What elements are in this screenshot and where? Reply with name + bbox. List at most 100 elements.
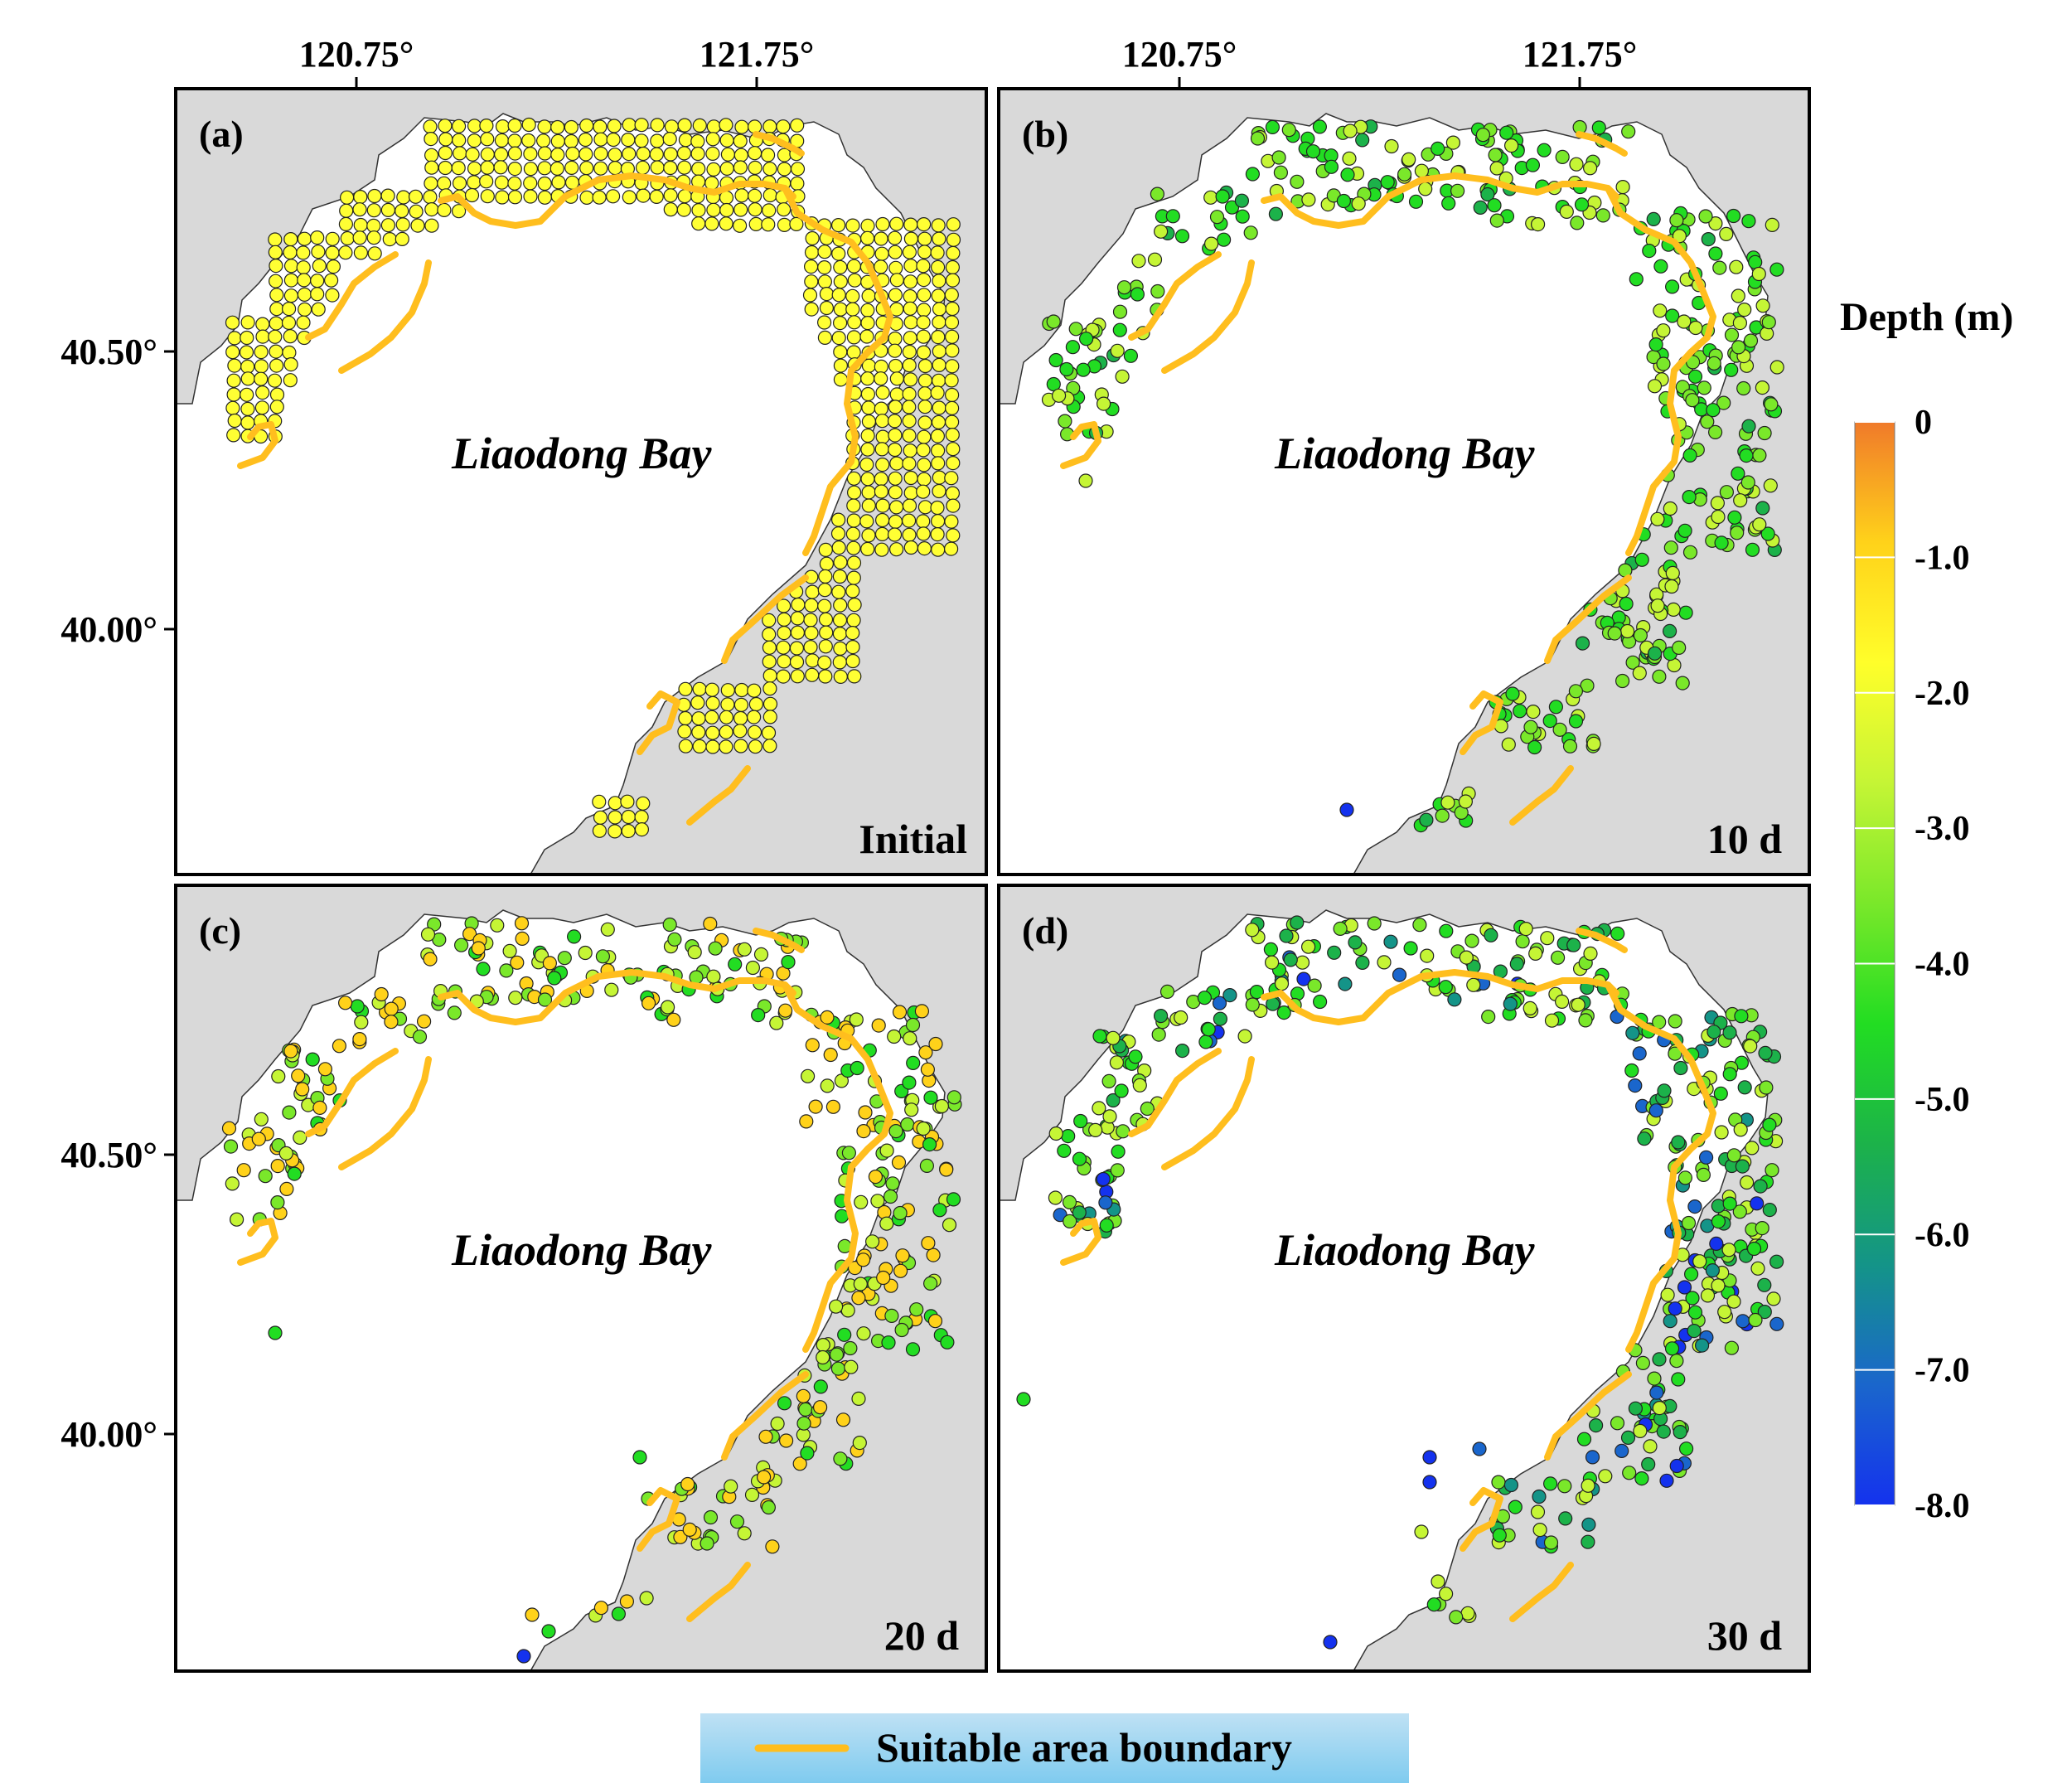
particle [550, 119, 565, 135]
particle [917, 358, 933, 374]
particle [719, 133, 734, 148]
particle [1525, 157, 1541, 172]
particle [761, 1500, 777, 1515]
particle [479, 174, 494, 189]
particle [1745, 542, 1760, 557]
particle [868, 1170, 884, 1185]
particle [255, 385, 270, 400]
particle [776, 669, 791, 684]
particle [1355, 955, 1370, 971]
particle [1324, 159, 1339, 174]
particle [622, 146, 637, 162]
particle [1769, 1254, 1784, 1269]
particle [1722, 1196, 1737, 1211]
particle [1092, 1029, 1107, 1044]
particle [1532, 1522, 1547, 1538]
particle [888, 442, 903, 458]
particle [1668, 1046, 1682, 1061]
particle [700, 1536, 714, 1551]
particle [380, 218, 395, 233]
particle [592, 794, 607, 809]
particle [943, 541, 959, 556]
particle [1621, 124, 1636, 139]
particle [860, 371, 875, 386]
particle [781, 954, 796, 970]
particle [762, 613, 777, 628]
particle [1719, 226, 1734, 241]
suitable-area-boundary [237, 131, 893, 826]
particle [283, 357, 298, 372]
particle [830, 526, 846, 541]
particle [480, 189, 495, 204]
particle [1750, 1196, 1765, 1211]
particle [437, 202, 452, 217]
particle [352, 230, 367, 245]
particle [325, 231, 340, 246]
particle [930, 245, 945, 260]
particle [927, 1314, 943, 1329]
particle [1581, 1478, 1595, 1493]
particle [1635, 1355, 1651, 1371]
particle [704, 216, 719, 231]
particle [1414, 163, 1429, 178]
bay-label: Liaodong Bay [1274, 1225, 1536, 1275]
particle [1377, 955, 1392, 970]
particle [1130, 287, 1145, 302]
particle [830, 218, 846, 233]
particle [944, 373, 959, 388]
particle [1271, 150, 1286, 165]
particle [1488, 148, 1503, 162]
panel-label: (b) [1022, 113, 1068, 155]
colorbar-tick-label: 0 [1915, 404, 1932, 442]
particle [537, 176, 552, 191]
particle [805, 584, 820, 599]
particle [1671, 1372, 1686, 1387]
particle [1746, 1241, 1762, 1257]
particle [1159, 984, 1175, 999]
particle [762, 203, 777, 218]
particle [1123, 348, 1138, 363]
particle [1629, 272, 1644, 287]
particle [510, 955, 525, 970]
particle [856, 1124, 871, 1139]
particle [634, 133, 649, 148]
particle [734, 682, 749, 698]
particle [1582, 161, 1598, 176]
particle [1632, 666, 1647, 681]
particle [619, 1594, 635, 1609]
particle [1283, 952, 1298, 967]
particle [1671, 1135, 1686, 1150]
particle [1659, 1473, 1674, 1488]
particle [1625, 1025, 1640, 1040]
particle [227, 413, 242, 429]
particle [706, 969, 721, 984]
boundary-line [637, 1487, 680, 1552]
particle [874, 484, 889, 499]
particle [268, 329, 283, 344]
particle [423, 119, 438, 134]
particle [382, 232, 397, 247]
particle [1663, 1314, 1677, 1329]
particle [881, 1335, 896, 1350]
particle [1445, 135, 1461, 150]
particle [1743, 1039, 1758, 1054]
particle [281, 315, 297, 330]
particle [1733, 493, 1748, 508]
particle [1422, 1475, 1437, 1490]
particle [1543, 1535, 1559, 1550]
particle [639, 1591, 654, 1606]
particle [1505, 686, 1520, 701]
particle [325, 245, 340, 260]
particle [1106, 1093, 1121, 1108]
particle [861, 528, 876, 543]
particle [861, 485, 876, 500]
particle [940, 1335, 955, 1349]
particle [762, 654, 777, 669]
particle [845, 288, 860, 303]
x-tick-label: 121.75° [1523, 34, 1638, 75]
particle [761, 725, 777, 740]
particle [760, 148, 776, 162]
particle [747, 683, 762, 698]
particle [777, 612, 792, 627]
particle [804, 598, 819, 613]
